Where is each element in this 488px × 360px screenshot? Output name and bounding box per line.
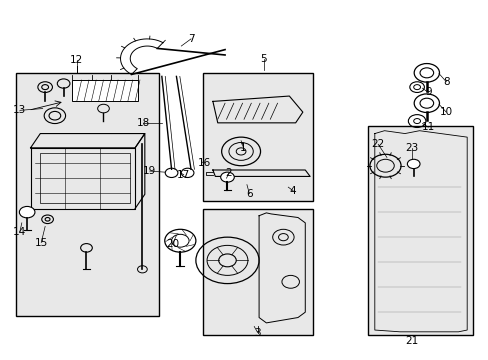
Text: 14: 14 bbox=[13, 227, 26, 237]
Circle shape bbox=[407, 159, 419, 168]
Bar bbox=[203, 73, 312, 202]
Bar bbox=[40, 153, 130, 203]
Text: 9: 9 bbox=[424, 87, 431, 98]
Text: 7: 7 bbox=[187, 34, 194, 44]
Bar bbox=[16, 73, 159, 316]
Text: 1: 1 bbox=[240, 143, 246, 153]
Text: 13: 13 bbox=[13, 105, 26, 115]
Text: 19: 19 bbox=[143, 166, 156, 176]
Text: 17: 17 bbox=[177, 170, 190, 180]
Text: 23: 23 bbox=[405, 143, 418, 153]
Text: 20: 20 bbox=[165, 239, 179, 249]
Text: 18: 18 bbox=[137, 118, 150, 128]
Text: 4: 4 bbox=[289, 186, 296, 196]
Circle shape bbox=[20, 206, 35, 218]
Text: 6: 6 bbox=[245, 189, 252, 199]
Bar bbox=[368, 126, 472, 336]
Bar bbox=[203, 208, 312, 336]
Text: 2: 2 bbox=[225, 168, 232, 178]
Text: 15: 15 bbox=[35, 238, 48, 248]
Text: 8: 8 bbox=[442, 77, 448, 87]
Circle shape bbox=[220, 172, 234, 182]
Text: 21: 21 bbox=[405, 337, 418, 346]
Text: 12: 12 bbox=[70, 55, 83, 65]
Bar bbox=[72, 80, 137, 102]
Text: 5: 5 bbox=[260, 54, 267, 64]
Text: 3: 3 bbox=[254, 328, 261, 338]
Text: 10: 10 bbox=[439, 107, 452, 117]
Text: 16: 16 bbox=[198, 158, 211, 168]
Text: 22: 22 bbox=[371, 139, 384, 149]
Text: 11: 11 bbox=[421, 122, 434, 132]
